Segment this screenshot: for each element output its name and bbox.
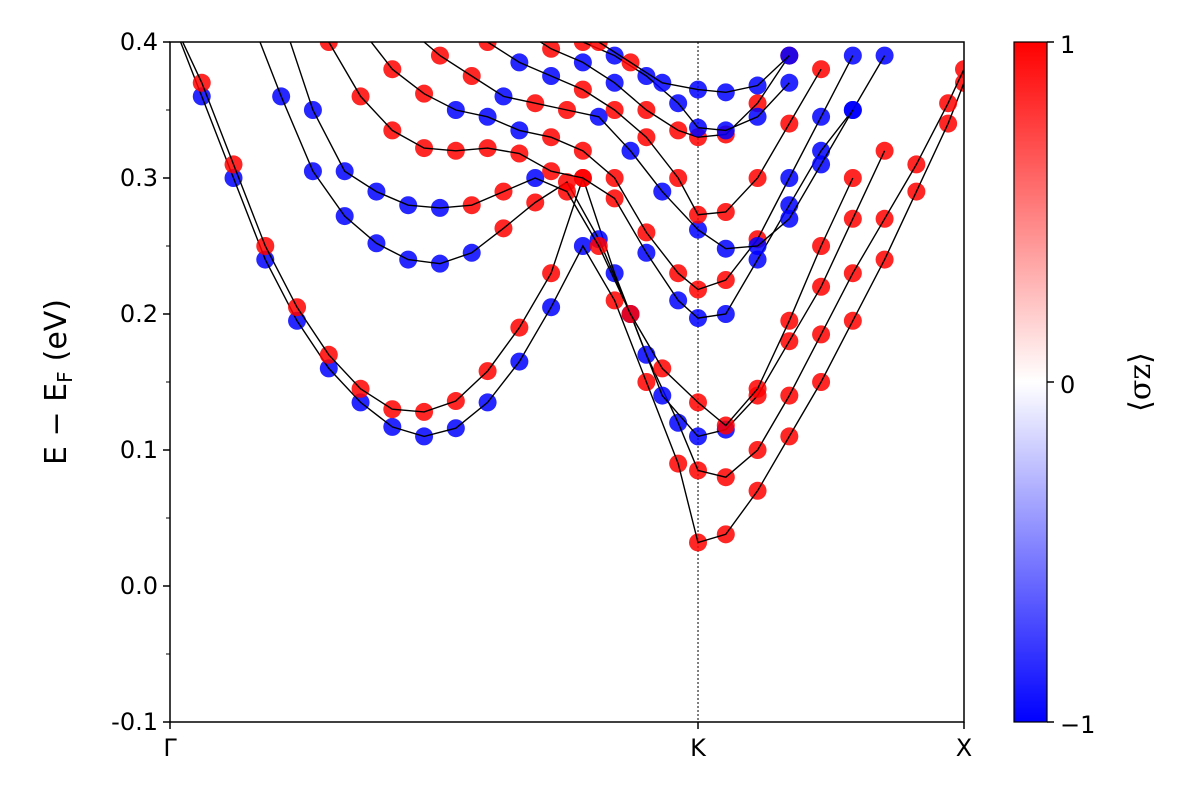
band-point [272, 6, 290, 24]
y-axis: -0.1 0.0 0.1 0.2 0.3 0.4 [111, 28, 170, 736]
colorbar-tick-label: −1 [1060, 711, 1095, 739]
band-8 [447, 19, 831, 224]
band-point [399, 19, 417, 37]
band-point [240, 6, 258, 24]
band-line [423, 42, 854, 250]
y-tick-label: 0.4 [120, 28, 158, 56]
band-line [597, 42, 790, 94]
x-tick-label: K [690, 734, 707, 762]
svg-text:E − EF(eV): E − EF (eV) [39, 299, 77, 465]
x-tick-label: X [956, 734, 972, 762]
band-point [161, 6, 179, 24]
band-line [485, 42, 822, 216]
band-line [181, 42, 964, 478]
band-point [843, 46, 862, 65]
y-axis-label-sub: F [53, 371, 77, 383]
band-7 [399, 19, 862, 258]
band-point [843, 101, 862, 119]
band-line [328, 42, 886, 319]
y-tick-label: 0.0 [120, 572, 158, 600]
x-tick-label: Γ [163, 734, 177, 762]
colorbar-tick-label: 0 [1060, 371, 1075, 399]
band-point [542, 19, 560, 37]
colorbar: 1 0 −1 ⟨σz⟩ [1013, 31, 1158, 739]
band-line [179, 42, 964, 544]
band-series-group [161, 6, 964, 552]
colorbar-label: ⟨σz⟩ [1123, 352, 1158, 412]
plot-area [161, 6, 965, 723]
band-line [289, 42, 854, 427]
colorbar-ticks: 1 0 −1 [1047, 31, 1095, 739]
y-tick-label: 0.3 [120, 164, 158, 192]
band-point [447, 19, 465, 37]
band-line [370, 42, 854, 291]
band-point [352, 19, 370, 37]
band-1 [161, 6, 964, 552]
y-tick-label: 0.1 [120, 436, 158, 464]
band-6 [352, 19, 862, 299]
band-point [843, 169, 862, 187]
band-line [259, 42, 886, 438]
y-axis-label-main: E − E [39, 383, 74, 465]
band-5 [319, 42, 894, 328]
band-4 [272, 6, 862, 435]
band-point [558, 19, 576, 37]
y-tick-label: 0.2 [120, 300, 158, 328]
colorbar-tick-label: 1 [1060, 31, 1075, 59]
y-axis-label-unit: (eV) [39, 299, 74, 361]
band-11 [558, 19, 799, 102]
band-2 [161, 6, 964, 487]
band-point [510, 19, 528, 37]
y-axis-title: E − EF (eV) [39, 299, 77, 465]
band-line [539, 42, 790, 138]
colorbar-gradient [1013, 41, 1048, 723]
band-point [161, 6, 179, 24]
y-tick-label: -0.1 [111, 708, 158, 736]
